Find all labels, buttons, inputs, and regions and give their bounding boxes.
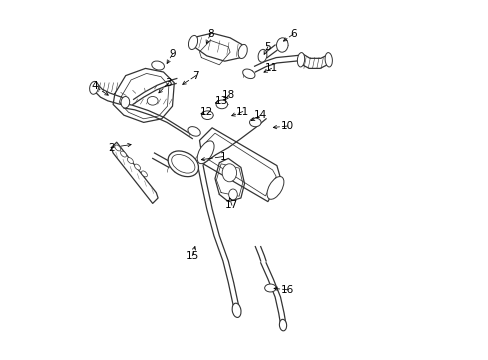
Text: 4: 4: [92, 81, 98, 91]
Ellipse shape: [147, 96, 158, 105]
Text: 12: 12: [200, 107, 213, 117]
Text: 6: 6: [289, 29, 296, 39]
Text: 7: 7: [192, 71, 199, 81]
Text: 3: 3: [165, 78, 172, 88]
Text: 10: 10: [281, 121, 294, 131]
Ellipse shape: [258, 49, 266, 62]
Text: 8: 8: [206, 29, 213, 39]
Ellipse shape: [232, 303, 241, 318]
Text: 11: 11: [264, 63, 278, 73]
Ellipse shape: [134, 164, 140, 170]
Ellipse shape: [222, 164, 236, 182]
Ellipse shape: [276, 38, 287, 52]
Ellipse shape: [197, 141, 214, 164]
Text: 11: 11: [236, 107, 249, 117]
Ellipse shape: [266, 176, 284, 199]
Ellipse shape: [249, 118, 261, 127]
Ellipse shape: [228, 189, 237, 200]
Text: 5: 5: [264, 42, 271, 52]
Ellipse shape: [238, 44, 247, 59]
Ellipse shape: [121, 151, 126, 157]
Ellipse shape: [171, 154, 195, 173]
Ellipse shape: [89, 81, 98, 94]
Ellipse shape: [297, 53, 304, 67]
Text: 18: 18: [221, 90, 234, 100]
Ellipse shape: [264, 284, 276, 292]
Ellipse shape: [168, 151, 198, 177]
Text: 13: 13: [214, 96, 227, 106]
Text: 15: 15: [185, 251, 199, 261]
Ellipse shape: [325, 53, 332, 67]
Ellipse shape: [279, 319, 286, 331]
Ellipse shape: [151, 61, 164, 70]
Text: 1: 1: [219, 152, 226, 162]
Ellipse shape: [115, 145, 121, 151]
Text: 17: 17: [225, 200, 238, 210]
Ellipse shape: [121, 96, 129, 108]
Text: 9: 9: [169, 49, 176, 59]
Text: 14: 14: [254, 110, 267, 120]
Ellipse shape: [201, 111, 213, 120]
Text: 2: 2: [108, 143, 114, 153]
Ellipse shape: [188, 35, 197, 50]
Text: 16: 16: [281, 285, 294, 295]
Ellipse shape: [187, 127, 200, 136]
Ellipse shape: [216, 100, 227, 109]
Ellipse shape: [242, 69, 254, 78]
Ellipse shape: [141, 171, 147, 177]
Ellipse shape: [127, 158, 133, 163]
